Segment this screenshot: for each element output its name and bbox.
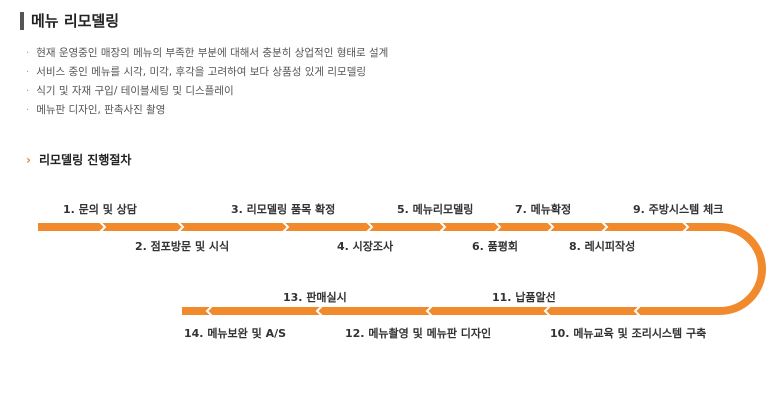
step-12: 12. 메뉴촬영 및 메뉴판 디자인: [345, 327, 492, 340]
step-11: 11. 납품알선: [492, 291, 556, 304]
step-14: 14. 메뉴보완 및 A/S: [184, 327, 287, 340]
feature-list: · 현재 운영중인 매장의 메뉴의 부족한 부분에 대해서 충분히 상업적인 형태…: [26, 44, 388, 120]
flow-track: [38, 223, 766, 315]
flow-arrow-icon: [682, 221, 690, 233]
feature-item: · 서비스 중인 메뉴를 시각, 미각, 후각을 고려하여 보다 상품성 있게 리…: [26, 66, 367, 78]
feature-item: · 식기 및 자재 구입/ 테이블세팅 및 디스플레이: [26, 85, 234, 97]
flow-arrow-icon: [177, 221, 185, 233]
bullet-dot-icon: ·: [26, 67, 30, 78]
flow-arrow-icon: [425, 305, 433, 317]
chevron-right-icon: ›: [26, 152, 31, 167]
bullet-dot-icon: ·: [26, 86, 30, 97]
step-10: 10. 메뉴교육 및 조리시스템 구축: [550, 327, 707, 340]
step-4: 4. 시장조사: [337, 240, 394, 253]
flow-arrow-icon: [282, 221, 290, 233]
flow-arrow-icon: [439, 221, 447, 233]
step-8: 8. 레시피작성: [569, 240, 636, 253]
step-5: 5. 메뉴리모델링: [397, 203, 474, 216]
process-title-text: 리모델링 진행절차: [38, 153, 132, 167]
feature-item: · 현재 운영중인 매장의 메뉴의 부족한 부분에 대해서 충분히 상업적인 형태…: [26, 47, 389, 59]
section-title: 메뉴 리모델링: [20, 10, 119, 31]
step-7: 7. 메뉴확정: [515, 203, 572, 216]
feature-item: · 메뉴판 디자인, 판촉사진 촬영: [26, 104, 166, 116]
step-3: 3. 리모델링 품목 확정: [231, 203, 336, 216]
flow-arrow-icon: [494, 221, 502, 233]
flow-arrow-icon: [547, 221, 555, 233]
step-6: 6. 품평회: [472, 240, 519, 253]
flow-arrow-icon: [315, 305, 323, 317]
step-2: 2. 점포방문 및 시식: [135, 240, 230, 253]
flow-arrow-icon: [205, 305, 213, 317]
step-9: 9. 주방시스템 체크: [633, 203, 724, 216]
title-bar: [20, 11, 24, 30]
section-title-text: 메뉴 리모델링: [31, 12, 120, 30]
flow-arrow-icon: [633, 305, 641, 317]
flow-arrow-icon: [366, 221, 374, 233]
bullet-dot-icon: ·: [26, 105, 30, 116]
process-title: › 리모델링 진행절차: [26, 151, 131, 168]
flow-arrow-icon: [543, 305, 551, 317]
step-1: 1. 문의 및 상담: [63, 203, 137, 216]
flow-arrow-icon: [99, 221, 107, 233]
bullet-dot-icon: ·: [26, 48, 30, 59]
step-13: 13. 판매실시: [283, 291, 347, 304]
flow-arrow-icon: [601, 221, 609, 233]
